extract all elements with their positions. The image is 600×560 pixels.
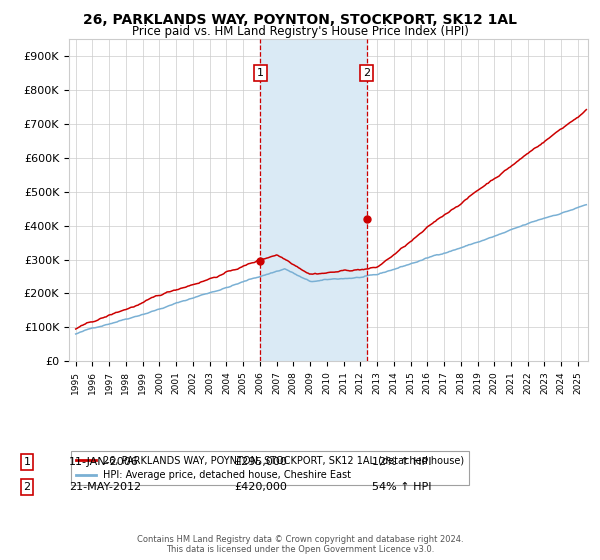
Text: Price paid vs. HM Land Registry's House Price Index (HPI): Price paid vs. HM Land Registry's House …: [131, 25, 469, 38]
Text: 54% ↑ HPI: 54% ↑ HPI: [372, 482, 431, 492]
Text: 11-JAN-2006: 11-JAN-2006: [69, 457, 139, 467]
Text: 1: 1: [257, 68, 264, 78]
Legend: 26, PARKLANDS WAY, POYNTON, STOCKPORT, SK12 1AL (detached house), HPI: Average p: 26, PARKLANDS WAY, POYNTON, STOCKPORT, S…: [71, 451, 469, 485]
Text: £295,000: £295,000: [234, 457, 287, 467]
Text: 1: 1: [23, 457, 31, 467]
Text: 2: 2: [363, 68, 370, 78]
Text: 2: 2: [23, 482, 31, 492]
Text: 12% ↑ HPI: 12% ↑ HPI: [372, 457, 431, 467]
Bar: [260, 39, 367, 361]
Text: 26, PARKLANDS WAY, POYNTON, STOCKPORT, SK12 1AL: 26, PARKLANDS WAY, POYNTON, STOCKPORT, S…: [83, 13, 517, 27]
Text: 21-MAY-2012: 21-MAY-2012: [69, 482, 141, 492]
Text: Contains HM Land Registry data © Crown copyright and database right 2024.
This d: Contains HM Land Registry data © Crown c…: [137, 535, 463, 554]
Text: £420,000: £420,000: [234, 482, 287, 492]
